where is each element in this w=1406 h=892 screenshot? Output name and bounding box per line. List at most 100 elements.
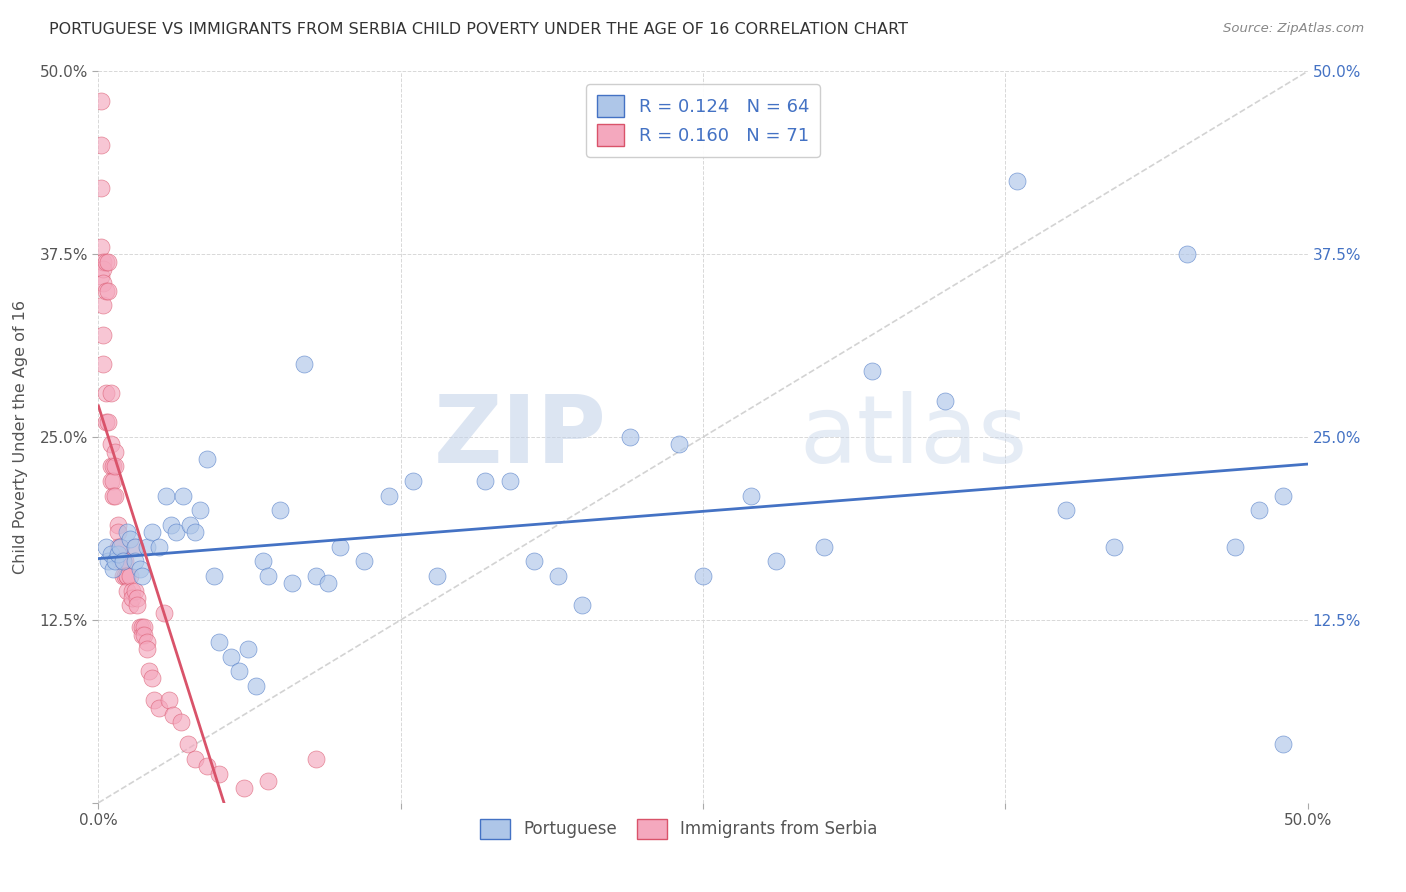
Point	[117, 569, 139, 583]
Point	[135, 635, 157, 649]
Point	[177, 737, 200, 751]
Point	[97, 284, 120, 298]
Point	[292, 357, 315, 371]
Point	[155, 489, 177, 503]
Point	[100, 547, 122, 561]
Point	[114, 554, 136, 568]
Point	[107, 540, 129, 554]
Point	[245, 679, 267, 693]
Point	[100, 437, 122, 451]
Point	[91, 277, 114, 291]
Point	[91, 327, 114, 342]
Y-axis label: Child Poverty Under the Age of 16: Child Poverty Under the Age of 16	[14, 300, 28, 574]
Point	[90, 269, 112, 284]
Point	[94, 416, 117, 430]
Point	[1102, 540, 1125, 554]
Point	[90, 137, 112, 152]
Point	[204, 569, 226, 583]
Point	[100, 386, 122, 401]
Point	[124, 583, 146, 598]
Point	[269, 503, 291, 517]
Point	[104, 459, 127, 474]
Point	[128, 620, 150, 634]
Point	[141, 525, 163, 540]
Point	[281, 576, 304, 591]
Point	[1007, 174, 1029, 188]
Point	[813, 540, 835, 554]
Point	[157, 693, 180, 707]
Point	[107, 547, 129, 561]
Point	[91, 254, 114, 268]
Point	[232, 781, 254, 796]
Point	[195, 759, 218, 773]
Point	[1054, 503, 1077, 517]
Point	[195, 452, 218, 467]
Point	[118, 569, 141, 583]
Point	[165, 525, 187, 540]
Point	[131, 627, 153, 641]
Point	[329, 540, 352, 554]
Point	[131, 620, 153, 634]
Point	[117, 583, 139, 598]
Point	[316, 576, 339, 591]
Point	[101, 459, 124, 474]
Point	[91, 298, 114, 312]
Point	[860, 364, 883, 378]
Point	[523, 554, 546, 568]
Point	[571, 599, 593, 613]
Point	[128, 562, 150, 576]
Point	[221, 649, 243, 664]
Point	[740, 489, 762, 503]
Point	[101, 562, 124, 576]
Point	[108, 554, 131, 568]
Point	[118, 599, 141, 613]
Point	[160, 517, 183, 532]
Point	[148, 700, 170, 714]
Text: Source: ZipAtlas.com: Source: ZipAtlas.com	[1223, 22, 1364, 36]
Point	[135, 540, 157, 554]
Point	[135, 642, 157, 657]
Point	[94, 386, 117, 401]
Point	[138, 664, 160, 678]
Point	[108, 540, 131, 554]
Point	[934, 393, 956, 408]
Point	[97, 416, 120, 430]
Point	[256, 773, 278, 788]
Point	[100, 459, 122, 474]
Text: ZIP: ZIP	[433, 391, 606, 483]
Point	[100, 474, 122, 488]
Point	[169, 715, 191, 730]
Point	[256, 569, 278, 583]
Point	[90, 240, 112, 254]
Point	[377, 489, 399, 503]
Point	[111, 569, 134, 583]
Point	[148, 540, 170, 554]
Point	[305, 752, 328, 766]
Point	[184, 525, 207, 540]
Point	[117, 569, 139, 583]
Point	[547, 569, 569, 583]
Point	[668, 437, 690, 451]
Point	[1223, 540, 1246, 554]
Point	[305, 569, 328, 583]
Point	[101, 489, 124, 503]
Point	[90, 94, 112, 108]
Point	[474, 474, 496, 488]
Point	[172, 489, 194, 503]
Point	[97, 554, 120, 568]
Point	[426, 569, 449, 583]
Point	[111, 554, 134, 568]
Legend: Portuguese, Immigrants from Serbia: Portuguese, Immigrants from Serbia	[474, 812, 884, 846]
Point	[94, 284, 117, 298]
Point	[131, 569, 153, 583]
Point	[101, 474, 124, 488]
Point	[692, 569, 714, 583]
Point	[127, 591, 149, 605]
Text: PORTUGUESE VS IMMIGRANTS FROM SERBIA CHILD POVERTY UNDER THE AGE OF 16 CORRELATI: PORTUGUESE VS IMMIGRANTS FROM SERBIA CHI…	[49, 22, 908, 37]
Point	[619, 430, 641, 444]
Point	[252, 554, 274, 568]
Point	[114, 569, 136, 583]
Point	[353, 554, 375, 568]
Point	[107, 525, 129, 540]
Point	[143, 693, 166, 707]
